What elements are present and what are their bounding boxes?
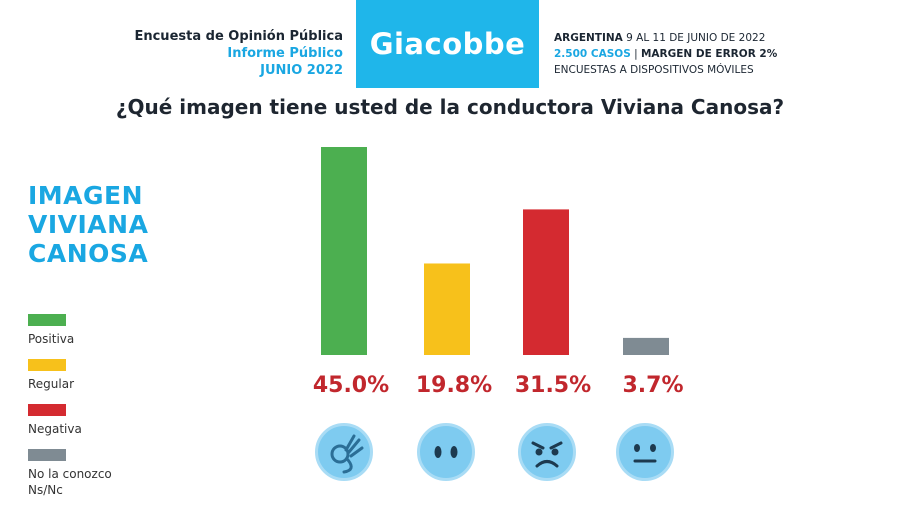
survey-title: Encuesta de Opinión Pública bbox=[134, 29, 343, 44]
report-type: Informe Público bbox=[227, 46, 343, 61]
survey-header-left: Encuesta de Opinión Pública Informe Públ… bbox=[134, 28, 343, 79]
legend-swatch bbox=[28, 404, 66, 416]
value-label-2: 19.8% bbox=[416, 373, 492, 398]
legend-item-positiva: Positiva bbox=[28, 314, 74, 347]
legend-item-regular: Regular bbox=[28, 359, 74, 392]
survey-dates: 9 AL 11 DE JUNIO DE 2022 bbox=[622, 32, 766, 44]
side-title-line: IMAGEN bbox=[28, 181, 144, 210]
side-title: IMAGEN VIVIANA CANOSA bbox=[28, 181, 148, 268]
ok-hand-icon bbox=[315, 423, 373, 481]
legend-item-negativa: Negativa bbox=[28, 404, 82, 437]
survey-method: ENCUESTAS A DISPOSITIVOS MÓVILES bbox=[554, 64, 754, 76]
legend-label: Regular bbox=[28, 377, 75, 391]
bar-4 bbox=[623, 337, 669, 355]
survey-country: ARGENTINA bbox=[554, 32, 623, 44]
legend-swatch bbox=[28, 449, 66, 461]
survey-location-date: ARGENTINA 9 AL 11 DE JUNIO DE 2022 bbox=[554, 30, 777, 46]
legend-label: No la conozco Ns/Nc bbox=[28, 467, 112, 497]
bar-2 bbox=[424, 263, 470, 355]
brand-name: Giacobbe bbox=[369, 27, 526, 61]
legend-label: Positiva bbox=[28, 332, 75, 346]
value-label-4: 3.7% bbox=[622, 373, 683, 398]
survey-cases: 2.500 CASOS bbox=[554, 48, 631, 60]
angry-face-icon bbox=[518, 423, 576, 481]
legend-label: Negativa bbox=[28, 422, 82, 436]
side-title-line: CANOSA bbox=[28, 239, 149, 268]
bar-3 bbox=[523, 209, 569, 355]
neutral-face-icon bbox=[417, 423, 475, 481]
legend-swatch bbox=[28, 314, 66, 326]
legend-swatch bbox=[28, 359, 66, 371]
side-title-line: VIVIANA bbox=[28, 210, 149, 239]
value-label-3: 31.5% bbox=[515, 373, 591, 398]
expressionless-face-icon bbox=[616, 423, 674, 481]
survey-sample: 2.500 CASOS | MARGEN DE ERROR 2% bbox=[554, 46, 777, 62]
bar-1 bbox=[321, 147, 367, 355]
separator: | bbox=[630, 48, 641, 60]
brand-logo: Giacobbe bbox=[356, 0, 539, 88]
report-date: JUNIO 2022 bbox=[260, 63, 343, 78]
value-label-1: 45.0% bbox=[313, 373, 389, 398]
survey-header-right: ARGENTINA 9 AL 11 DE JUNIO DE 2022 2.500… bbox=[554, 30, 777, 78]
chart-title: ¿Qué imagen tiene usted de la conductora… bbox=[115, 95, 785, 119]
survey-margin: MARGEN DE ERROR 2% bbox=[640, 48, 778, 60]
legend-item-no-la-conozco: No la conozco Ns/Nc bbox=[28, 449, 112, 498]
